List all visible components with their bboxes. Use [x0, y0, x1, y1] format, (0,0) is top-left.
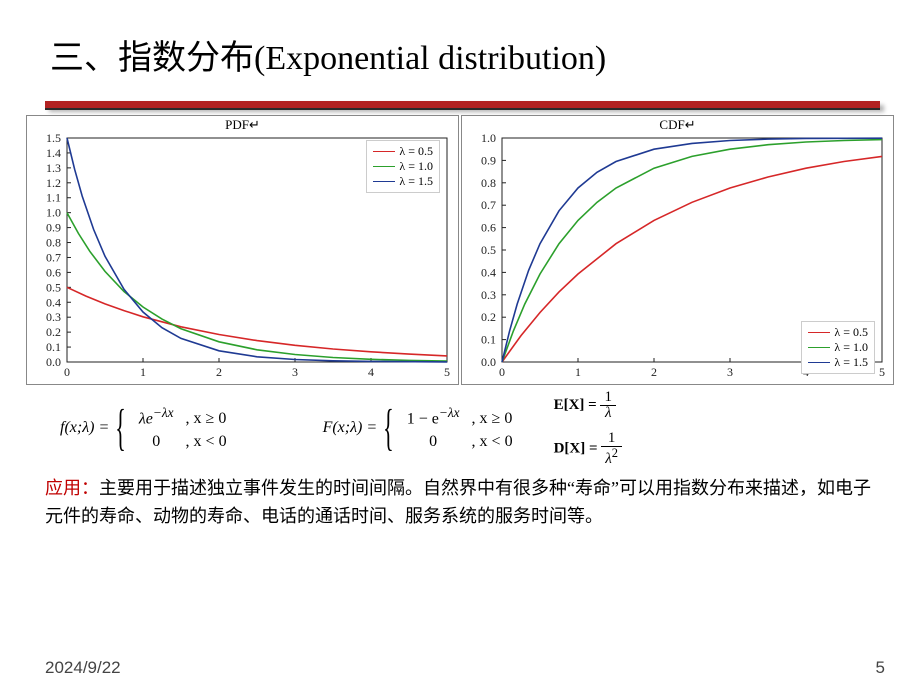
svg-text:0.1: 0.1: [46, 340, 61, 354]
svg-text:3: 3: [727, 365, 733, 379]
svg-text:1.5: 1.5: [46, 134, 61, 145]
charts-row: PDF↵ 0.00.10.20.30.40.50.60.70.80.91.01.…: [0, 110, 920, 386]
cdf-formula: F(x;λ) = { 1 − e−λx, x ≥ 0 0, x < 0: [323, 404, 519, 453]
formulas-row: f(x;λ) = { λe−λx, x ≥ 0 0, x < 0 F(x;λ) …: [0, 386, 920, 467]
svg-text:1.2: 1.2: [46, 176, 61, 190]
svg-text:0.8: 0.8: [46, 236, 61, 250]
expectation-formula: E[X] = 1λ: [554, 390, 622, 421]
cdf-chart: CDF↵ 0.0 0.1 0.2 0.3 0.4 0.5 0.6 0.7 0.8 0.9 1.0 0 1…: [461, 115, 894, 385]
footer: 2024/9/22 5: [45, 658, 885, 678]
legend: λ = 0.5λ = 1.0λ = 1.5: [366, 140, 440, 193]
description: 应用：主要用于描述独立事件发生的时间间隔。自然界中有很多种“寿命”可以用指数分布…: [0, 467, 920, 531]
svg-text:1: 1: [140, 365, 146, 379]
footer-page: 5: [876, 658, 885, 678]
svg-text:1.4: 1.4: [46, 146, 61, 160]
svg-text:0: 0: [64, 365, 70, 379]
svg-text:0.7: 0.7: [481, 198, 496, 212]
svg-text:2: 2: [651, 365, 657, 379]
variance-formula: D[X] = 1λ2: [554, 431, 622, 467]
desc-label: 应用：: [45, 478, 99, 498]
legend: λ = 0.5λ = 1.0λ = 1.5: [801, 321, 875, 374]
pdf-chart-title: PDF↵: [27, 116, 458, 134]
svg-text:0.6: 0.6: [46, 265, 61, 279]
svg-text:0.9: 0.9: [481, 153, 496, 167]
footer-date: 2024/9/22: [45, 658, 121, 678]
svg-text:0.4: 0.4: [481, 265, 496, 279]
pdf-formula: f(x;λ) = { λe−λx, x ≥ 0 0, x < 0: [60, 404, 233, 453]
svg-text:0.0: 0.0: [481, 355, 496, 369]
svg-text:0.7: 0.7: [46, 250, 61, 264]
svg-text:0.2: 0.2: [481, 310, 496, 324]
svg-text:0.0: 0.0: [46, 355, 61, 369]
page-title: 三、指数分布(Exponential distribution): [50, 30, 870, 79]
moments: E[X] = 1λ D[X] = 1λ2: [554, 390, 622, 467]
cdf-chart-title: CDF↵: [462, 116, 893, 134]
svg-text:0.5: 0.5: [481, 243, 496, 257]
pdf-chart: PDF↵ 0.00.10.20.30.40.50.60.70.80.91.01.…: [26, 115, 459, 385]
svg-text:4: 4: [368, 365, 374, 379]
svg-text:1.3: 1.3: [46, 161, 61, 175]
svg-text:1.0: 1.0: [481, 134, 496, 145]
svg-text:2: 2: [216, 365, 222, 379]
svg-text:1: 1: [575, 365, 581, 379]
svg-text:0.5: 0.5: [46, 280, 61, 294]
svg-text:0.8: 0.8: [481, 176, 496, 190]
title-area: 三、指数分布(Exponential distribution): [0, 0, 920, 89]
svg-text:5: 5: [879, 365, 885, 379]
svg-text:0.2: 0.2: [46, 325, 61, 339]
svg-text:0: 0: [499, 365, 505, 379]
svg-text:0.3: 0.3: [481, 288, 496, 302]
svg-text:0.3: 0.3: [46, 310, 61, 324]
svg-text:1.0: 1.0: [46, 206, 61, 220]
svg-text:0.4: 0.4: [46, 295, 61, 309]
desc-text: 主要用于描述独立事件发生的时间间隔。自然界中有很多种“寿命”可以用指数分布来描述…: [45, 478, 871, 526]
svg-text:0.9: 0.9: [46, 221, 61, 235]
svg-text:0.1: 0.1: [481, 333, 496, 347]
svg-text:1.1: 1.1: [46, 191, 61, 205]
svg-text:0.6: 0.6: [481, 221, 496, 235]
accent-bar: [45, 101, 880, 108]
svg-text:3: 3: [292, 365, 298, 379]
svg-text:5: 5: [444, 365, 450, 379]
